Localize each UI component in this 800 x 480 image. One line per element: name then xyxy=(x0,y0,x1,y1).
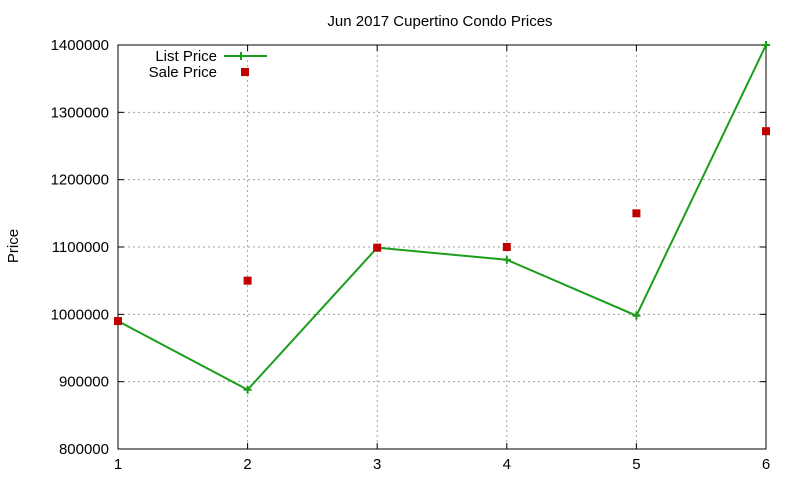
sale-price-point xyxy=(502,243,511,251)
sale-price-point xyxy=(243,276,252,285)
x-tick-label: 2 xyxy=(243,456,251,473)
sale-price-point xyxy=(114,317,122,326)
list-price-line xyxy=(117,44,767,391)
x-tick-label: 5 xyxy=(632,456,640,473)
x-tick-label: 1 xyxy=(114,456,122,473)
x-tick-label: 3 xyxy=(373,456,381,473)
list-price-point xyxy=(243,385,252,394)
legend-sample-sale-price xyxy=(241,68,249,76)
sale-price-point xyxy=(373,243,382,252)
y-tick-label: 900000 xyxy=(59,374,109,391)
y-axis-label: Price xyxy=(5,229,22,263)
x-tick-label: 6 xyxy=(762,456,770,473)
data-series xyxy=(114,41,770,394)
list-price-point xyxy=(632,311,641,320)
sale-price-point xyxy=(762,127,770,136)
x-tick-label: 4 xyxy=(503,456,511,473)
y-tick-label: 1300000 xyxy=(51,104,109,121)
y-tick-label: 800000 xyxy=(59,441,109,458)
axis-ticks: 1 2 3 4 5 6 800000 900000 1000000 1100000 1200000 1… xyxy=(51,37,771,473)
list-price-point xyxy=(502,255,511,264)
list-price-point xyxy=(762,41,770,49)
y-tick-label: 1000000 xyxy=(51,306,109,323)
y-tick-label: 1400000 xyxy=(51,37,109,54)
chart-title: Jun 2017 Cupertino Condo Prices xyxy=(327,13,552,30)
legend: List Price Sale Price xyxy=(149,48,267,81)
sale-price-point xyxy=(632,209,641,218)
y-tick-label: 1200000 xyxy=(51,172,109,189)
legend-label-list-price: List Price xyxy=(155,48,217,65)
legend-label-sale-price: Sale Price xyxy=(149,64,217,81)
y-tick-label: 1100000 xyxy=(52,239,109,256)
